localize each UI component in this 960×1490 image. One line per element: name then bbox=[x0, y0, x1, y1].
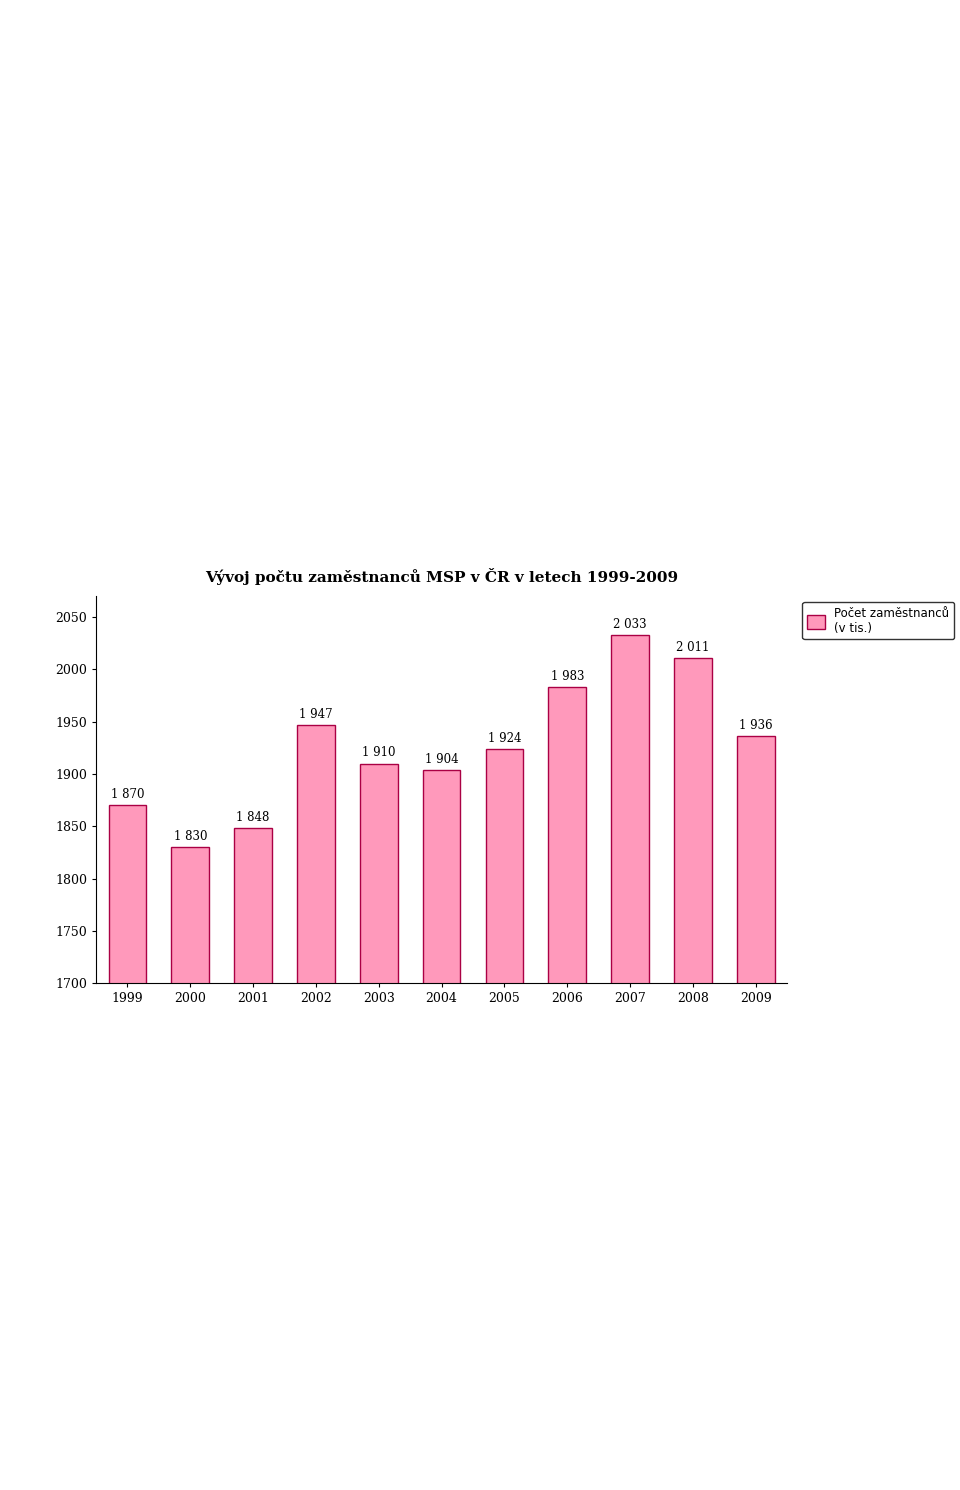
Text: 1 910: 1 910 bbox=[362, 746, 396, 760]
Bar bbox=[297, 724, 335, 1490]
Bar bbox=[548, 687, 587, 1490]
Bar bbox=[737, 736, 775, 1490]
Bar bbox=[486, 749, 523, 1490]
Bar bbox=[422, 770, 461, 1490]
Legend: Počet zaměstnanců
(v tis.): Počet zaměstnanců (v tis.) bbox=[803, 602, 954, 639]
Text: 1 870: 1 870 bbox=[110, 788, 144, 802]
Bar bbox=[108, 806, 146, 1490]
Text: 2 011: 2 011 bbox=[676, 641, 709, 654]
Title: Vývoj počtu zaměstnanců MSP v ČR v letech 1999-2009: Vývoj počtu zaměstnanců MSP v ČR v letec… bbox=[205, 568, 678, 586]
Bar bbox=[674, 657, 711, 1490]
Bar bbox=[360, 763, 397, 1490]
Bar bbox=[234, 828, 272, 1490]
Text: 1 983: 1 983 bbox=[550, 670, 584, 682]
Text: 1 947: 1 947 bbox=[300, 708, 333, 721]
Text: 1 904: 1 904 bbox=[424, 752, 459, 766]
Bar bbox=[172, 848, 209, 1490]
Text: 1 924: 1 924 bbox=[488, 732, 521, 745]
Text: 1 830: 1 830 bbox=[174, 830, 207, 843]
Text: 2 033: 2 033 bbox=[613, 617, 647, 630]
Text: 1 936: 1 936 bbox=[739, 720, 773, 732]
Text: 1 848: 1 848 bbox=[236, 811, 270, 824]
Bar bbox=[612, 635, 649, 1490]
